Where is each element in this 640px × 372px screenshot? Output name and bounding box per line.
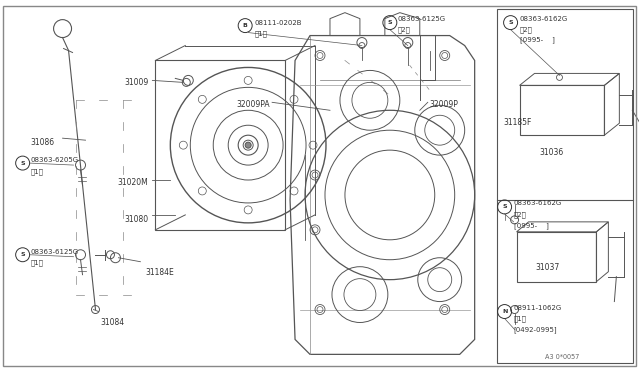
Text: 08363-6125G: 08363-6125G: [31, 249, 79, 255]
Text: 〈2〉: 〈2〉: [513, 211, 527, 218]
Text: 〈1〉: 〈1〉: [513, 315, 527, 322]
Text: 31037: 31037: [536, 263, 560, 272]
Text: 08363-6125G: 08363-6125G: [398, 16, 446, 22]
Text: 08363-6162G: 08363-6162G: [520, 16, 568, 22]
Text: S: S: [508, 20, 513, 25]
Text: 〈1〉: 〈1〉: [254, 31, 267, 37]
Text: 31036: 31036: [540, 148, 564, 157]
Text: 08363-6162G: 08363-6162G: [513, 200, 562, 206]
Text: 〈1〉: 〈1〉: [31, 260, 44, 266]
Text: S: S: [20, 161, 25, 166]
Text: S: S: [502, 205, 507, 209]
Text: N: N: [502, 309, 508, 314]
Bar: [516, 232, 596, 282]
Text: S: S: [20, 252, 25, 257]
Text: 31185F: 31185F: [504, 118, 532, 127]
Text: 32009P: 32009P: [430, 100, 459, 109]
Bar: [520, 86, 604, 135]
Text: 31080: 31080: [124, 215, 148, 224]
Text: 08111-0202B: 08111-0202B: [254, 20, 301, 26]
Text: 08911-1062G: 08911-1062G: [513, 305, 562, 311]
Text: 31084: 31084: [100, 318, 125, 327]
Text: 〈1〉: 〈1〉: [31, 168, 44, 175]
Text: 〈2〉: 〈2〉: [398, 26, 411, 33]
Text: 08363-6205G: 08363-6205G: [31, 157, 79, 163]
Text: S: S: [388, 20, 392, 25]
Text: A3 0*0057: A3 0*0057: [545, 355, 579, 360]
Text: [0995-    ]: [0995- ]: [520, 36, 554, 43]
Text: 32009PA: 32009PA: [237, 100, 270, 109]
Circle shape: [245, 142, 251, 148]
Text: 〈2〉: 〈2〉: [520, 26, 532, 33]
Text: 31009: 31009: [124, 78, 148, 87]
Text: 31020M: 31020M: [118, 178, 148, 187]
Bar: [156, 61, 285, 230]
Text: 31086: 31086: [31, 138, 55, 147]
Bar: [497, 9, 634, 363]
Text: 31184E: 31184E: [145, 268, 174, 277]
Text: B: B: [243, 23, 248, 28]
Text: [0995-    ]: [0995- ]: [513, 222, 548, 229]
Text: [0492-0995]: [0492-0995]: [513, 327, 557, 333]
